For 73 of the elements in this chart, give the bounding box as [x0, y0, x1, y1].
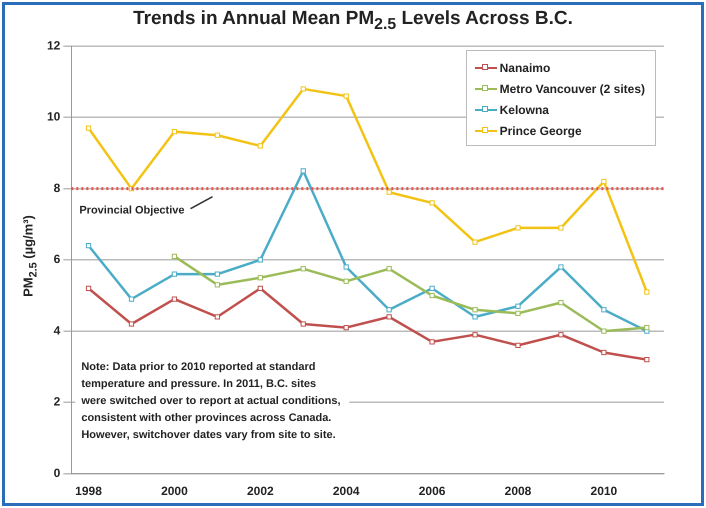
x-tick-label: 2002 [246, 484, 274, 498]
point [601, 328, 606, 334]
ref-line-label: Provincial Objective [79, 204, 185, 217]
point [258, 257, 263, 263]
x-tick-label: 2004 [332, 484, 360, 498]
point [258, 275, 263, 280]
point [558, 225, 564, 230]
legend-label: Nanaimo [500, 60, 550, 75]
legend-label: Prince George [500, 124, 582, 138]
point [214, 282, 220, 288]
point [644, 289, 650, 295]
point [172, 296, 178, 302]
y-tick-label: 6 [54, 252, 61, 266]
point [472, 314, 478, 320]
point [86, 125, 92, 131]
point [258, 286, 263, 292]
y-tick-label: 2 [54, 394, 61, 409]
point [86, 286, 92, 292]
point [472, 239, 478, 245]
y-tick-label: 0 [54, 466, 61, 480]
point [86, 243, 92, 248]
point [386, 190, 392, 195]
point [344, 324, 349, 330]
point [172, 129, 178, 134]
point [429, 292, 435, 298]
point [472, 307, 478, 312]
point [344, 93, 349, 99]
point [386, 266, 392, 272]
point [172, 254, 178, 259]
point [300, 168, 306, 174]
point [515, 304, 521, 309]
point [386, 307, 392, 312]
point [386, 314, 392, 320]
x-tick-label: 2010 [590, 484, 618, 498]
point [344, 264, 349, 270]
annotation: Note: Data prior to 2010 reported at standard temperature and pressure. In 2011, B.C. sites were switched over to report at actual conditions, consistent with other provinces across Canada. However, switchover dates vary from site to site. [80, 361, 341, 442]
point [214, 272, 220, 277]
x-tick-label: 2000 [161, 484, 188, 498]
x-tick-label: 1998 [75, 484, 102, 498]
point [558, 264, 564, 270]
y-tick-label: 12 [46, 38, 61, 53]
x-tick-label: 2006 [418, 484, 446, 498]
point [429, 200, 435, 206]
point [644, 357, 650, 362]
point [515, 225, 521, 230]
point [172, 272, 178, 277]
point [472, 332, 478, 338]
point [515, 310, 521, 316]
point [515, 342, 521, 348]
point [214, 132, 220, 138]
y-tick-label: 4 [54, 323, 61, 338]
legend-label: Kelowna [500, 102, 549, 117]
point [601, 350, 606, 356]
point [300, 266, 306, 272]
chart-title: Trends in Annual Mean PM$_{2.5}$ Levels Across B.C. [132, 8, 574, 34]
point [429, 286, 435, 292]
point [344, 278, 349, 284]
point [300, 86, 306, 92]
legend-label: Metro Vancouver (2 sites) [500, 82, 645, 96]
point [214, 314, 220, 320]
point [558, 300, 564, 306]
y-tick-label: 10 [46, 110, 61, 124]
point [601, 307, 606, 312]
point [601, 178, 606, 184]
point [128, 321, 134, 327]
point [644, 324, 650, 330]
x-tick-label: 2008 [504, 484, 532, 498]
point [558, 332, 564, 338]
point [128, 296, 134, 302]
point [300, 321, 306, 327]
point [258, 143, 263, 149]
point [429, 339, 435, 344]
y-tick-label: 8 [54, 180, 61, 195]
